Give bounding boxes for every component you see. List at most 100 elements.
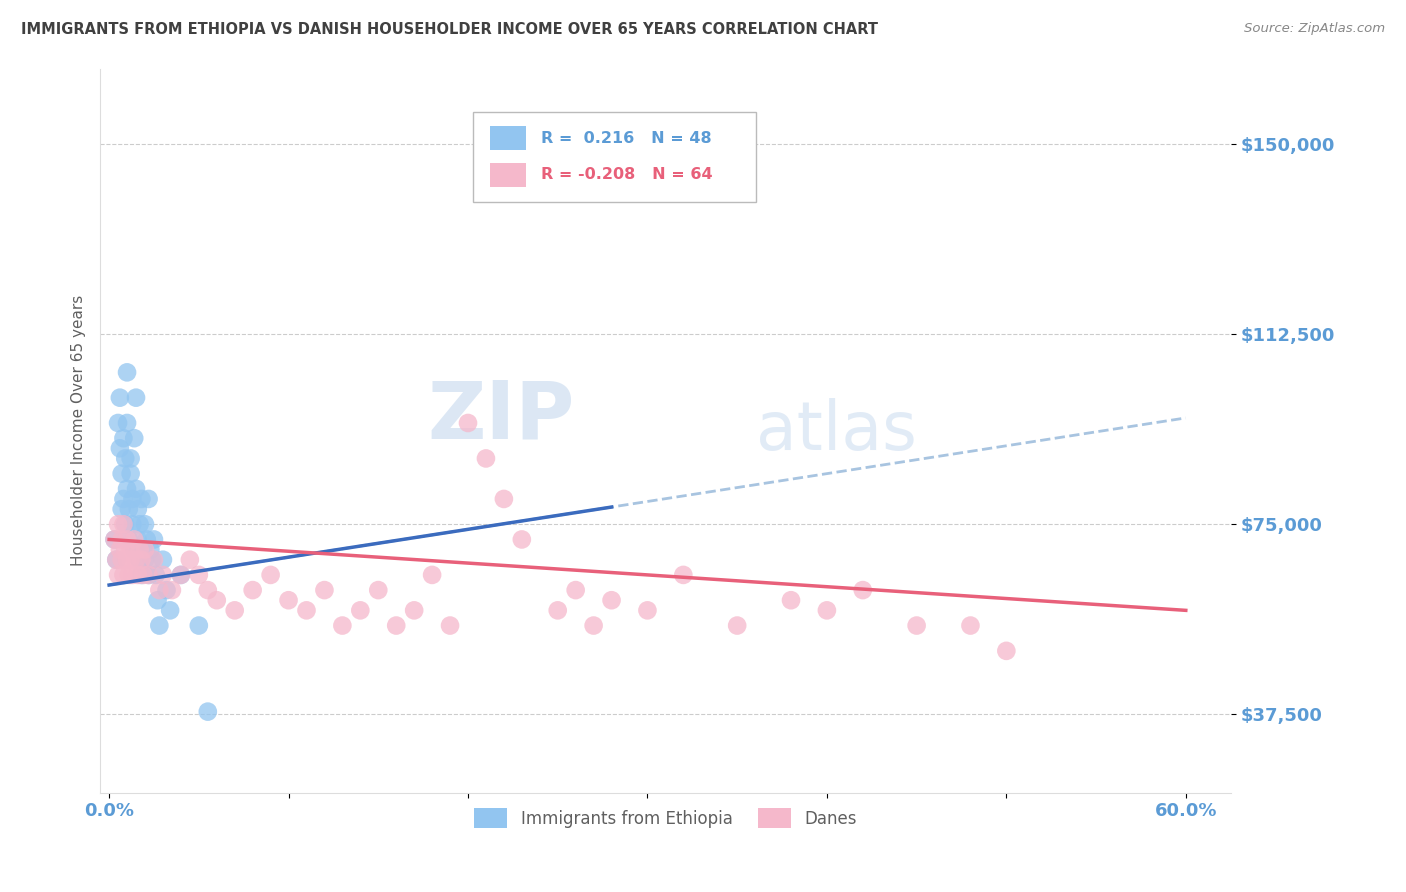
Point [112, 568, 135, 582]
Point [187, 568, 209, 582]
Point [159, 603, 181, 617]
Point [314, 583, 336, 598]
Point [564, 583, 586, 598]
Point [112, 517, 135, 532]
Point [152, 552, 174, 566]
Point [138, 568, 160, 582]
Point [134, 552, 156, 566]
Point [145, 568, 167, 582]
Point [242, 583, 264, 598]
Point [127, 502, 149, 516]
Point [385, 618, 408, 632]
Point [139, 542, 162, 557]
Text: IMMIGRANTS FROM ETHIOPIA VS DANISH HOUSEHOLDER INCOME OVER 65 YEARS CORRELATION : IMMIGRANTS FROM ETHIOPIA VS DANISH HOUSE… [21, 22, 879, 37]
Point [780, 593, 803, 607]
Point [114, 517, 136, 532]
Point [111, 533, 134, 547]
Point [131, 568, 153, 582]
Point [815, 603, 838, 617]
Point [170, 568, 193, 582]
Point [120, 451, 142, 466]
Point [115, 416, 138, 430]
Point [105, 552, 128, 566]
Point [115, 533, 138, 547]
Point [120, 552, 142, 566]
Point [131, 491, 153, 506]
Point [148, 583, 170, 598]
Point [103, 533, 125, 547]
Point [103, 533, 125, 547]
Point [112, 431, 135, 445]
Point [959, 618, 981, 632]
Point [128, 542, 150, 557]
Point [111, 467, 134, 481]
Text: R =  0.216   N = 48: R = 0.216 N = 48 [541, 131, 711, 146]
Point [125, 482, 148, 496]
Point [138, 568, 160, 582]
Point [600, 593, 623, 607]
Point [118, 502, 141, 516]
Point [224, 603, 246, 617]
Point [135, 533, 157, 547]
Text: ZIP: ZIP [427, 377, 575, 455]
Point [114, 542, 136, 557]
Point [148, 618, 170, 632]
Point [582, 618, 605, 632]
Point [121, 568, 143, 582]
Point [510, 533, 533, 547]
Point [108, 442, 131, 456]
Point [118, 568, 141, 582]
Point [197, 583, 219, 598]
Point [107, 568, 129, 582]
Point [107, 517, 129, 532]
Point [404, 603, 426, 617]
Point [852, 583, 875, 598]
Point [107, 416, 129, 430]
Point [105, 552, 128, 566]
Point [905, 618, 928, 632]
Point [457, 416, 479, 430]
Point [995, 644, 1018, 658]
Point [120, 467, 142, 481]
Y-axis label: Householder Income Over 65 years: Householder Income Over 65 years [72, 295, 86, 566]
Point [132, 542, 155, 557]
Text: atlas: atlas [756, 398, 917, 464]
Point [475, 451, 498, 466]
Point [125, 552, 148, 566]
Point [725, 618, 748, 632]
Point [128, 517, 150, 532]
Point [121, 517, 143, 532]
Point [349, 603, 371, 617]
Point [122, 431, 145, 445]
Point [127, 568, 149, 582]
Point [111, 552, 134, 566]
Point [672, 568, 695, 582]
Point [547, 603, 569, 617]
Point [141, 552, 163, 566]
Point [155, 583, 177, 598]
Point [115, 365, 138, 379]
FancyBboxPatch shape [474, 112, 756, 202]
Point [187, 618, 209, 632]
Point [134, 517, 156, 532]
Point [197, 705, 219, 719]
Point [121, 491, 143, 506]
Point [146, 593, 169, 607]
Point [122, 533, 145, 547]
Point [127, 533, 149, 547]
Point [332, 618, 354, 632]
Point [160, 583, 183, 598]
Point [128, 552, 150, 566]
Point [112, 491, 135, 506]
Point [295, 603, 318, 617]
Point [138, 491, 160, 506]
Point [125, 391, 148, 405]
Point [115, 482, 138, 496]
Point [132, 568, 155, 582]
Point [108, 391, 131, 405]
Legend: Immigrants from Ethiopia, Danes: Immigrants from Ethiopia, Danes [467, 801, 863, 835]
Text: R = -0.208   N = 64: R = -0.208 N = 64 [541, 168, 713, 183]
Point [492, 491, 515, 506]
Point [277, 593, 299, 607]
Point [367, 583, 389, 598]
